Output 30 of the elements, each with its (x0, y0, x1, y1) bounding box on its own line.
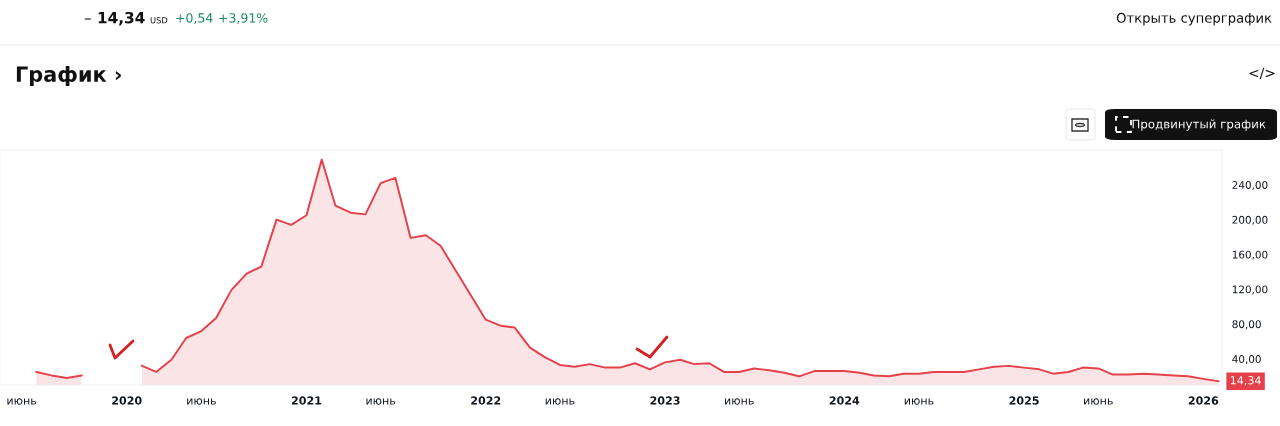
y-tick-label: 120,00 (1232, 285, 1268, 295)
x-tick-label: 2020 (112, 396, 142, 405)
y-tick-label: 80,00 (1232, 320, 1261, 330)
annotation: 14,34 (1230, 376, 1261, 386)
x-tick-label: 2021 (291, 396, 322, 405)
chart-title: График › (16, 65, 121, 87)
y-tick-label: 240,00 (1232, 181, 1268, 190)
x-tick-label: 2024 (829, 396, 860, 405)
text: +3,91% (219, 13, 268, 24)
x-tick-label: июнь (187, 398, 216, 405)
text: – (84, 18, 91, 20)
x-tick-label: июнь (904, 398, 934, 405)
x-tick-label: 2025 (1009, 396, 1039, 405)
x-tick-label: 2022 (471, 396, 501, 405)
x-tick-label: июнь (725, 398, 754, 405)
text: Продвинутый график (1132, 119, 1266, 131)
text: +0,54 (176, 13, 213, 24)
x-tick-label: 2023 (650, 396, 680, 405)
x-tick-label: июнь (366, 398, 396, 405)
x-tick-label: июнь (545, 398, 575, 405)
y-tick-label: 40,00 (1232, 355, 1261, 365)
text: USD (150, 17, 168, 24)
x-tick-label: июнь (1084, 398, 1113, 405)
text: Открыть суперграфик (1116, 12, 1272, 26)
y-tick-label: 160,00 (1232, 250, 1268, 260)
x-tick-label: 2026 (1188, 396, 1219, 405)
text: </> (1249, 67, 1275, 80)
text: 14,34 (98, 11, 145, 26)
x-tick-label: июнь (7, 398, 37, 405)
y-tick-label: 200,00 (1232, 215, 1268, 225)
